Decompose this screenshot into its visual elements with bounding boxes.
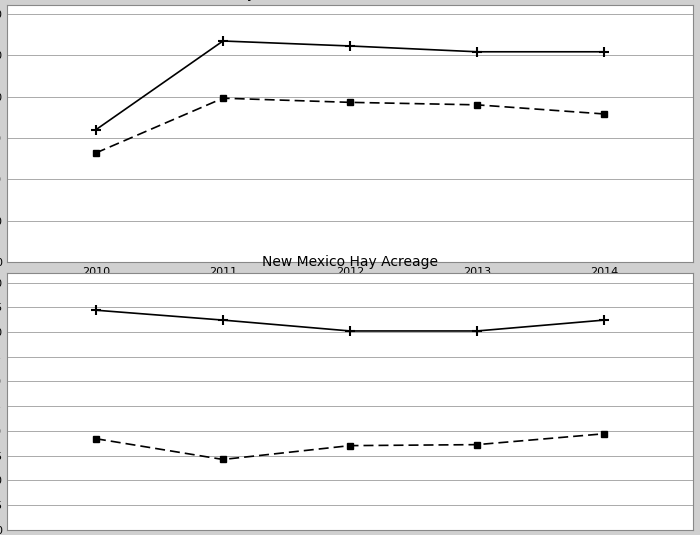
Line: Other Hay: Other Hay <box>93 95 607 156</box>
Title: Hay Prices Received in New Mexico: Hay Prices Received in New Mexico <box>228 0 472 2</box>
Title: New Mexico Hay Acreage: New Mexico Hay Acreage <box>262 255 438 269</box>
Alfalfa Hay <box>219 317 228 323</box>
Other Hay <box>92 150 100 156</box>
Other Hay <box>600 431 608 437</box>
Line: Other Hay: Other Hay <box>93 431 607 462</box>
Line: Alfalfa Hay: Alfalfa Hay <box>91 305 609 336</box>
Other Hay <box>346 99 354 105</box>
Other Hay <box>600 111 608 117</box>
Other Hay <box>473 441 481 448</box>
Alfalfa Hay <box>92 307 100 314</box>
Other Hay <box>473 102 481 108</box>
Alfalfa Hay <box>473 328 481 334</box>
Other Hay <box>92 435 100 442</box>
Alfalfa Hay <box>600 49 608 55</box>
Other Hay <box>219 456 228 463</box>
Alfalfa Hay <box>92 126 100 133</box>
Alfalfa Hay <box>346 328 354 334</box>
Alfalfa Hay <box>346 43 354 49</box>
Alfalfa Hay <box>473 49 481 55</box>
Other Hay <box>346 442 354 449</box>
Alfalfa Hay <box>600 317 608 323</box>
Line: Alfalfa Hay: Alfalfa Hay <box>91 36 609 135</box>
Alfalfa Hay <box>219 38 228 44</box>
Other Hay <box>219 95 228 102</box>
